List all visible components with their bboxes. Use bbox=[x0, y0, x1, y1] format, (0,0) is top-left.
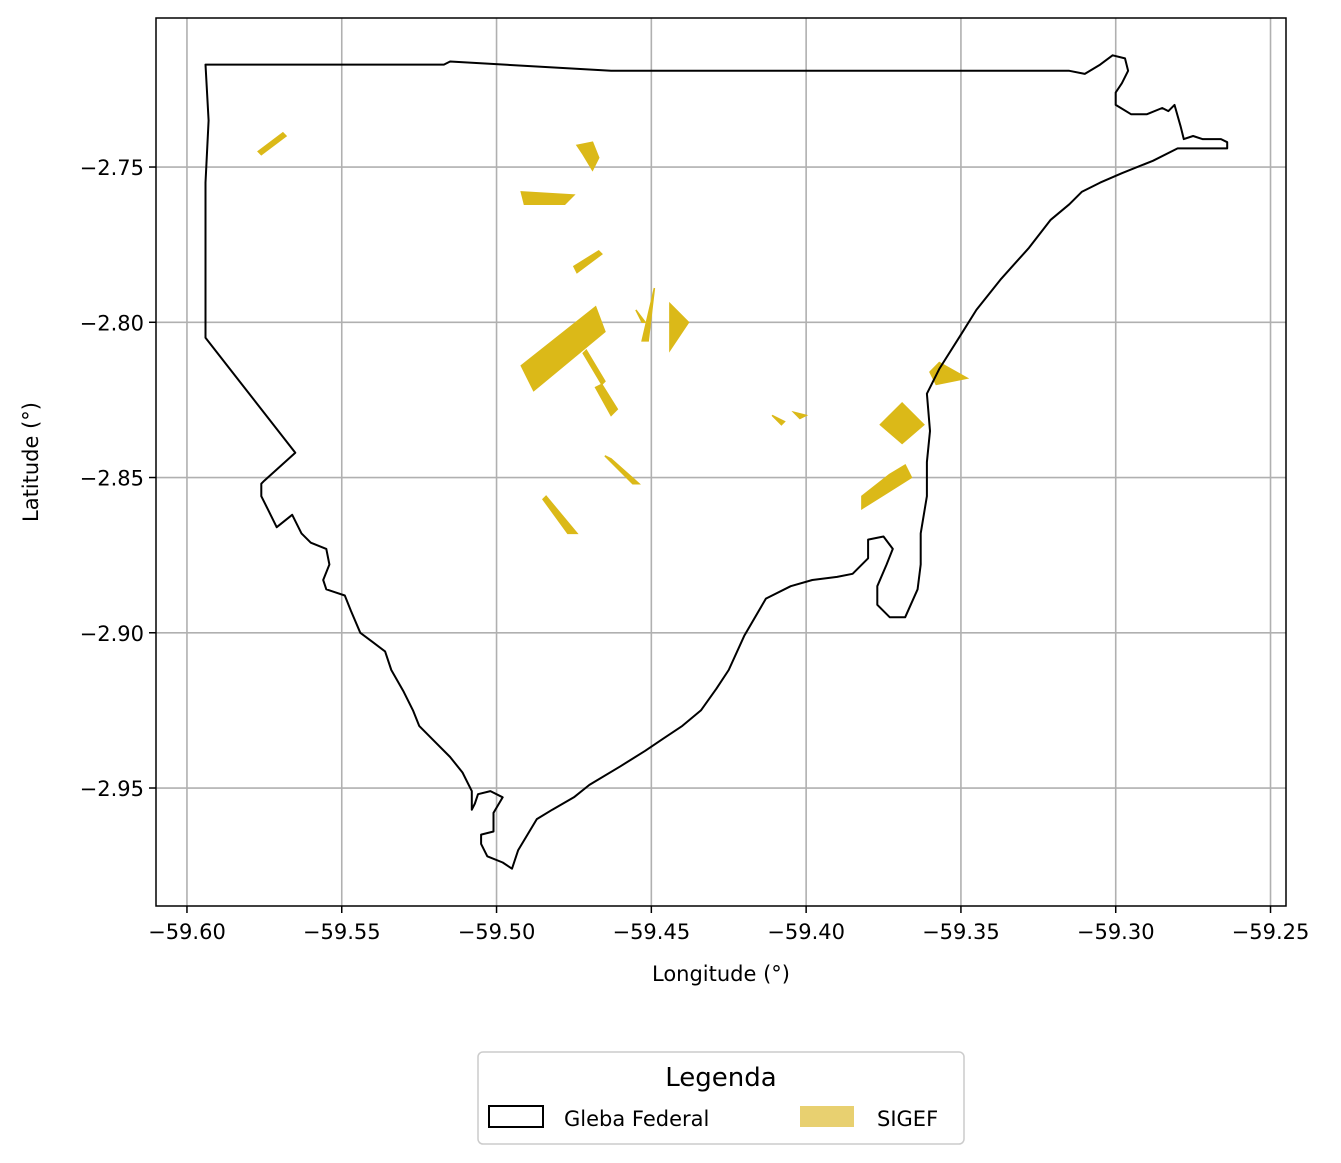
x-tick-label: −59.45 bbox=[612, 920, 690, 944]
y-axis-title: Latitude (°) bbox=[19, 402, 43, 522]
sigef-parcel bbox=[641, 287, 656, 342]
plot-frame bbox=[155, 17, 1287, 907]
sigef-parcel bbox=[582, 348, 606, 386]
sigef-parcel bbox=[604, 455, 641, 485]
sigef-parcel bbox=[771, 414, 786, 426]
sigef-parcel bbox=[635, 309, 647, 324]
axis-ticks: −59.60 −59.55 −59.50 −59.45 −59.40 −59.35 −59.… bbox=[80, 156, 1310, 944]
sigef-parcel bbox=[861, 464, 913, 510]
gleba-federal-outline bbox=[204, 54, 1229, 870]
sigef-parcel bbox=[594, 383, 619, 417]
sigef-parcel bbox=[542, 495, 579, 535]
legend-label-sigef: SIGEF bbox=[877, 1107, 938, 1131]
y-tick-label: −2.90 bbox=[80, 622, 144, 646]
y-tick-label: −2.85 bbox=[80, 467, 144, 491]
x-tick-label: −59.30 bbox=[1077, 920, 1155, 944]
legend-title: Legenda bbox=[665, 1063, 776, 1093]
sigef-parcels bbox=[257, 131, 970, 535]
x-tick-label: −59.55 bbox=[303, 920, 381, 944]
grid-lines bbox=[156, 18, 1286, 906]
x-tick-label: −59.35 bbox=[922, 920, 1000, 944]
sigef-parcel bbox=[520, 305, 606, 392]
sigef-parcel bbox=[575, 141, 600, 172]
legend: Legenda Gleba Federal SIGEF bbox=[477, 1051, 965, 1145]
gleba-federal-boundary bbox=[204, 54, 1229, 870]
y-tick-label: −2.95 bbox=[80, 777, 144, 801]
y-tick-label: −2.80 bbox=[80, 311, 144, 335]
sigef-parcel bbox=[257, 131, 288, 156]
sigef-parcel bbox=[520, 191, 576, 206]
legend-swatch-sigef bbox=[800, 1106, 854, 1127]
sigef-parcel bbox=[572, 249, 603, 274]
sigef-parcel bbox=[669, 301, 690, 353]
x-tick-label: −59.25 bbox=[1232, 920, 1310, 944]
x-tick-label: −59.50 bbox=[458, 920, 536, 944]
legend-label-gleba-federal: Gleba Federal bbox=[564, 1107, 709, 1131]
y-tick-label: −2.75 bbox=[80, 156, 144, 180]
sigef-parcel bbox=[879, 401, 925, 445]
x-tick-label: −59.60 bbox=[148, 920, 226, 944]
legend-swatch-gleba-federal bbox=[488, 1105, 544, 1128]
x-axis-title: Longitude (°) bbox=[652, 962, 790, 986]
x-tick-label: −59.40 bbox=[767, 920, 845, 944]
sigef-parcel bbox=[791, 410, 809, 420]
